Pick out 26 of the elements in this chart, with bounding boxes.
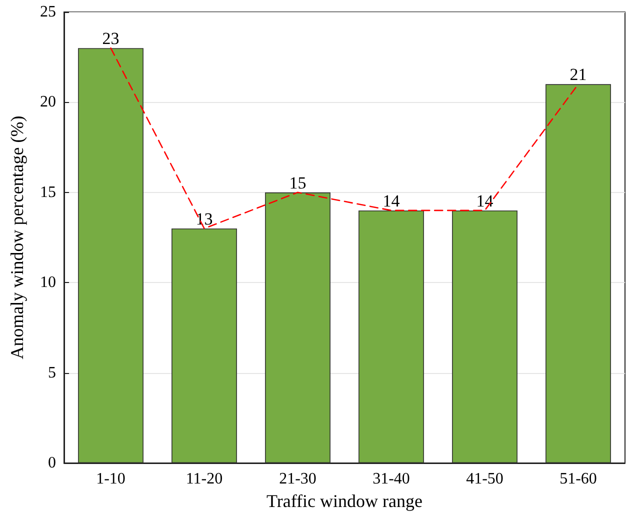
data-label: 14 bbox=[382, 191, 400, 210]
x-axis-title: Traffic window range bbox=[266, 490, 422, 511]
bar bbox=[546, 84, 611, 463]
x-tick-label: 11-20 bbox=[186, 470, 223, 488]
bar bbox=[78, 48, 144, 463]
bar bbox=[358, 210, 424, 463]
y-axis-title: Anomaly window percentage (%) bbox=[7, 116, 27, 360]
bar bbox=[265, 192, 330, 463]
data-label: 13 bbox=[196, 209, 213, 228]
x-tick-label: 51-60 bbox=[560, 470, 597, 488]
y-tick-label: 5 bbox=[48, 364, 56, 382]
x-tick-label: 31-40 bbox=[372, 470, 410, 488]
data-label: 14 bbox=[476, 191, 494, 210]
y-tick-label: 15 bbox=[40, 184, 56, 201]
y-tick-label: 10 bbox=[40, 274, 56, 292]
data-label: 15 bbox=[289, 173, 306, 192]
data-label: 23 bbox=[102, 29, 120, 48]
bar bbox=[172, 228, 237, 463]
x-tick-label: 21-30 bbox=[279, 470, 316, 488]
y-tick-label: 0 bbox=[48, 454, 56, 472]
bar bbox=[452, 210, 518, 463]
x-tick-label: 41-50 bbox=[466, 470, 504, 488]
y-tick-label: 25 bbox=[40, 4, 56, 20]
data-label: 21 bbox=[570, 65, 587, 84]
x-tick-label: 1-10 bbox=[96, 470, 126, 488]
y-tick-label: 20 bbox=[40, 94, 56, 111]
